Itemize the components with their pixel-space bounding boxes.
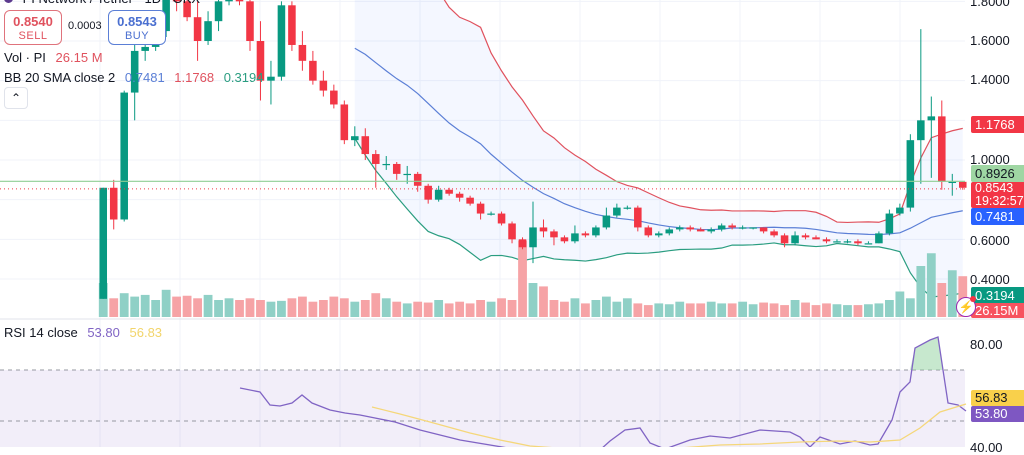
symbol-title-text: PI Network / Tether · 1D · OKX (23, 0, 200, 6)
sell-label: SELL (18, 30, 48, 42)
collapse-legend-button[interactable]: ⌃ (4, 87, 28, 109)
buy-label: BUY (124, 30, 150, 42)
bb-legend[interactable]: BB 20 SMA close 2 0.7481 1.1768 0.3194 (4, 70, 269, 85)
rsi-ma-tag: 56.83 (971, 390, 1024, 406)
bb-lower-value: 0.3194 (223, 70, 264, 85)
countdown-timer: 19:32:57 (975, 194, 1024, 208)
price-tick: 1.0000 (970, 152, 1010, 167)
buy-price: 0.8543 (117, 14, 157, 29)
volume-tag: 26.15M (971, 303, 1024, 318)
price-tick: 1.4000 (970, 72, 1010, 87)
price-tick: 1.6000 (970, 33, 1010, 48)
rsi-tag: 53.80 (971, 406, 1024, 422)
buy-button[interactable]: 0.8543 BUY (108, 10, 166, 45)
sell-button[interactable]: 0.8540 SELL (4, 10, 62, 45)
symbol-logo-icon (4, 0, 13, 3)
last-price-tag: 0.8543 19:32:57 (971, 182, 1024, 208)
bb-legend-label: BB 20 SMA close 2 (4, 70, 116, 85)
notification-dot (970, 296, 976, 302)
rsi-value: 53.80 (87, 325, 120, 340)
spread-value: 0.0003 (68, 20, 102, 32)
price-tick: 0.6000 (970, 233, 1010, 248)
bb-basis-tag: 0.7481 (971, 208, 1024, 225)
rsi-legend[interactable]: RSI 14 close 53.80 56.83 (4, 325, 168, 340)
prev-close-tag: 0.8926 (971, 165, 1024, 182)
price-tick: 1.8000 (970, 0, 1010, 9)
last-price-value: 0.8543 (975, 181, 1014, 195)
bb-upper-value: 1.1768 (174, 70, 215, 85)
rsi-tick: 80.00 (970, 337, 1003, 352)
bb-basis-value: 0.7481 (124, 70, 165, 85)
symbol-title[interactable]: PI Network / Tether · 1D · OKX (4, 0, 200, 6)
price-tick: 0.4000 (970, 272, 1010, 287)
lightning-icon[interactable]: ⚡ (956, 297, 976, 317)
rsi-legend-label: RSI 14 close (4, 325, 78, 340)
volume-legend[interactable]: Vol · PI 26.15 M (4, 50, 109, 65)
volume-legend-value: 26.15 M (55, 50, 103, 65)
rsi-ma-value: 56.83 (129, 325, 163, 340)
bb-lower-tag: 0.3194 (971, 287, 1024, 304)
sell-price: 0.8540 (13, 14, 53, 29)
volume-legend-label: Vol · PI (4, 50, 46, 65)
rsi-tick: 40.00 (970, 440, 1003, 455)
bb-upper-tag: 1.1768 (971, 116, 1024, 133)
chevron-up-icon: ⌃ (10, 91, 22, 105)
